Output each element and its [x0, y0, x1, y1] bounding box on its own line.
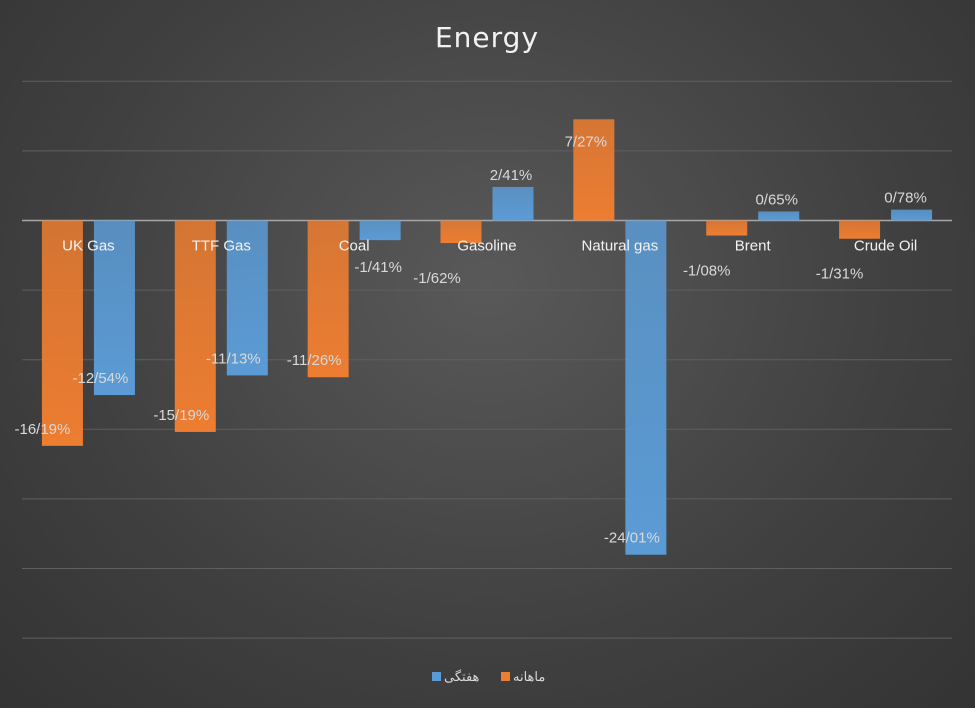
value-label-monthly-6: -1/31%: [816, 266, 864, 283]
value-label-monthly-1: -15/19%: [153, 407, 209, 424]
value-label-monthly-0: -16/19%: [14, 421, 70, 438]
value-label-weekly-4: -24/01%: [604, 530, 660, 547]
category-labels: UK Gas TTF Gas Coal Gasoline Natural gas Bren…: [62, 238, 917, 255]
value-label-weekly-3: 2/41%: [490, 167, 533, 184]
value-label-monthly-4: 7/27%: [565, 133, 608, 150]
bar-monthly-2[interactable]: [307, 220, 349, 378]
bar-weekly-3[interactable]: [492, 186, 534, 221]
legend[interactable]: هفتگی ماهانه: [432, 669, 545, 684]
value-label-weekly-0: -12/54%: [72, 370, 128, 387]
bar-weekly-4[interactable]: [625, 220, 667, 555]
category-label-0: UK Gas: [62, 238, 115, 255]
bar-monthly-3[interactable]: [440, 220, 482, 244]
value-label-monthly-2: -11/26%: [287, 352, 342, 369]
bar-monthly-5[interactable]: [706, 220, 748, 236]
value-label-monthly-5: -1/08%: [683, 263, 731, 280]
value-label-weekly-5: 0/65%: [755, 191, 798, 208]
legend-swatch-weekly[interactable]: [432, 672, 441, 681]
bar-weekly-5[interactable]: [758, 211, 800, 221]
legend-label-weekly[interactable]: هفتگی: [444, 669, 480, 684]
category-label-4: Natural gas: [581, 238, 658, 255]
value-label-weekly-2: -1/41%: [354, 259, 402, 276]
bar-monthly-1[interactable]: [174, 220, 216, 432]
bar-monthly-0[interactable]: [41, 220, 83, 446]
value-label-monthly-3: -1/62%: [413, 270, 461, 287]
category-label-2: Coal: [339, 238, 370, 255]
gridlines: [22, 80, 952, 639]
category-label-1: TTF Gas: [192, 238, 251, 255]
legend-swatch-monthly[interactable]: [501, 672, 510, 681]
bar-weekly-2[interactable]: [359, 220, 401, 241]
chart-title: Energy: [435, 21, 539, 54]
category-label-6: Crude Oil: [854, 238, 917, 255]
bar-weekly-0[interactable]: [93, 220, 135, 396]
bar-monthly-6[interactable]: [839, 220, 881, 239]
value-label-weekly-1: -11/13%: [206, 350, 261, 367]
category-label-3: Gasoline: [457, 238, 516, 255]
bars: [41, 119, 933, 555]
bar-weekly-6[interactable]: [891, 209, 933, 221]
bar-weekly-1[interactable]: [226, 220, 268, 376]
bar-monthly-4[interactable]: [573, 119, 615, 221]
value-labels: -16/19% -12/54% -15/19% -11/13% -11/26% -1/41…: [14, 133, 926, 546]
value-label-weekly-6: 0/78%: [884, 190, 927, 207]
legend-label-monthly[interactable]: ماهانه: [513, 669, 545, 684]
category-label-5: Brent: [735, 238, 772, 255]
